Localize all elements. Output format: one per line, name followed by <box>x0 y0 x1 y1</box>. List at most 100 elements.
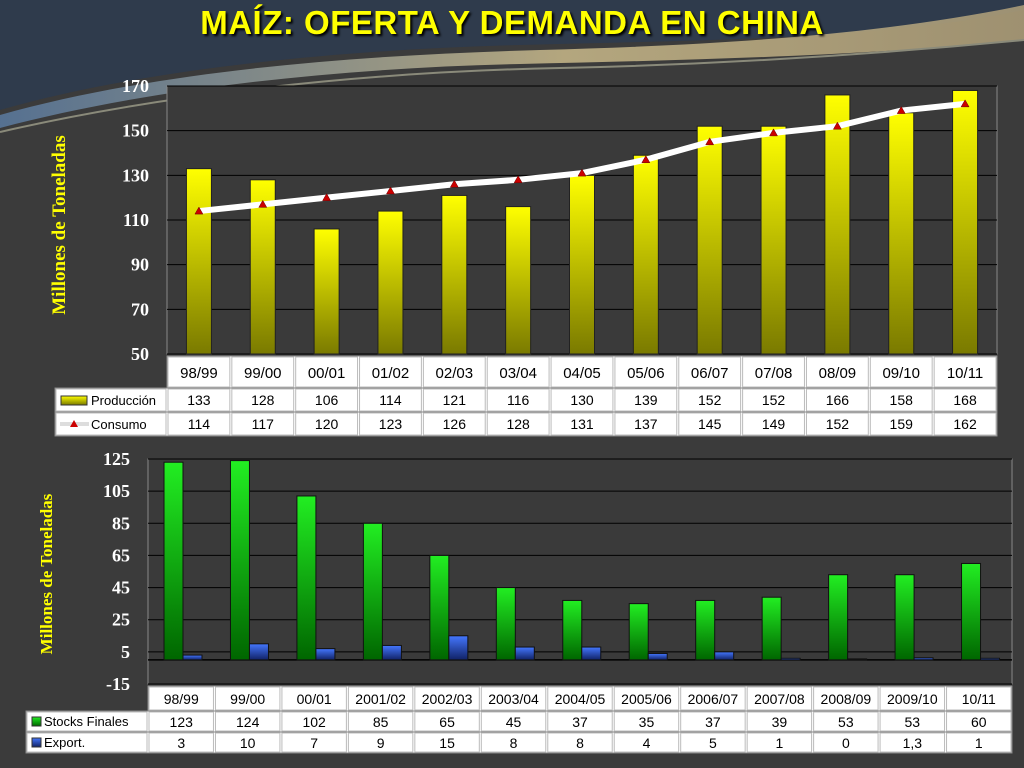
chart2-category-label: 2009/10 <box>887 691 938 707</box>
chart1-table-value: 117 <box>252 416 275 432</box>
chart2-table-header-cell <box>547 686 613 711</box>
chart2-category-label: 2007/08 <box>754 691 805 707</box>
chart2-table-header-cell <box>214 686 281 711</box>
chart2-table-cell <box>347 732 414 753</box>
chart2-table-cell <box>281 732 347 753</box>
stocks-bar <box>828 574 849 661</box>
chart1-y-tick-label: 130 <box>122 165 149 185</box>
chart1-table-cell <box>167 388 231 412</box>
consumption-point <box>513 175 523 184</box>
stocks-legend-swatch <box>31 716 42 727</box>
chart2-y-tick-label: 105 <box>103 481 130 501</box>
chart2-table-cell <box>148 711 214 732</box>
chart2-table-cell <box>547 732 613 753</box>
chart1-table-value: 121 <box>443 392 467 408</box>
stocks-bar <box>628 603 649 661</box>
chart1-category-label: 99/00 <box>244 365 282 382</box>
chart2-table-cell <box>480 711 547 732</box>
chart1-table-cell <box>678 412 742 436</box>
production-bar <box>313 228 340 355</box>
chart2-table-header-cell <box>746 686 813 711</box>
chart1-table-value: 139 <box>634 392 658 408</box>
chart2-table-header-cell <box>879 686 946 711</box>
chart2-table-value: 0 <box>842 735 850 751</box>
chart2-category-label: 10/11 <box>962 691 996 707</box>
chart2-table-cell <box>347 711 414 732</box>
chart2-y-tick-label: 25 <box>112 610 130 630</box>
chart1-table-cell <box>359 412 422 436</box>
chart2-table-cell <box>680 732 746 753</box>
chart1-table-cell <box>422 412 486 436</box>
chart2-category-label: 98/99 <box>164 691 199 707</box>
consumption-point <box>769 128 778 137</box>
stocks-bar <box>229 460 250 661</box>
chart1-category-label: 09/10 <box>882 365 920 382</box>
chart2-table-value: 124 <box>236 714 260 730</box>
page-title: MAÍZ: OFERTA Y DEMANDA EN CHINA <box>200 4 824 41</box>
chart2-table-cell <box>214 732 281 753</box>
chart2-table-header-cell <box>281 686 347 711</box>
chart2-category-label: 2001/02 <box>355 691 406 707</box>
production-bar <box>760 125 787 355</box>
chart1-table-value: 114 <box>188 416 211 432</box>
exports-bar <box>913 657 934 661</box>
chart2-table-value: 1 <box>975 735 983 751</box>
chart2-table-cell <box>480 732 547 753</box>
chart1-table-value: 158 <box>890 392 914 408</box>
production-bar <box>952 89 979 355</box>
chart2-table-value: 53 <box>838 714 854 730</box>
chart2-table-value: 1,3 <box>903 735 923 751</box>
chart2-table-cell <box>813 711 879 732</box>
chart2-table-cell <box>613 732 680 753</box>
chart2-data-table: 98/99 99/00 00/01 2001/02 2002/03 2003/04 2004… <box>25 685 1013 754</box>
chart2-legend-label: Stocks Finales <box>44 714 129 729</box>
chart2-y-tick-label: 45 <box>112 578 130 598</box>
chart2-table-cell <box>879 732 946 753</box>
chart2-table-header-cell <box>680 686 746 711</box>
chart1-table-cell <box>550 388 614 412</box>
chart1-table-cell <box>422 388 486 412</box>
consumption-point <box>194 206 204 215</box>
chart1-table-header-cell <box>231 356 295 388</box>
chart2-table-cell <box>547 711 613 732</box>
chart1-category-label: 02/03 <box>436 365 474 382</box>
chart1-category-label: 98/99 <box>180 365 218 382</box>
chart1-table-cell <box>614 412 678 436</box>
chart1-table-header-cell <box>167 356 231 388</box>
chart2-category-label: 00/01 <box>297 691 332 707</box>
chart1-table-header-cell <box>678 356 742 388</box>
exports-bar <box>315 648 336 661</box>
chart2-table-cell <box>281 711 347 732</box>
production-legend-swatch <box>60 395 88 406</box>
stocks-bar <box>894 574 915 661</box>
chart1-table-value: 128 <box>506 416 530 432</box>
consumption-point <box>896 106 906 114</box>
chart1-table-cell <box>231 388 295 412</box>
consumption-point <box>322 193 332 201</box>
chart1-table-value: 126 <box>443 416 467 432</box>
exports-bar <box>248 643 269 661</box>
chart1-table-cell <box>678 388 742 412</box>
chart1-table-value: 120 <box>315 416 339 432</box>
chart1-data-table: 98/99 99/00 00/01 01/02 02/03 03/04 04/05 05/06… <box>54 355 998 437</box>
consumption-point <box>577 168 587 177</box>
chart1-table-cell <box>295 388 359 412</box>
chart1-category-label: 08/09 <box>819 365 857 382</box>
chart2-table-value: 60 <box>971 714 987 730</box>
consumption-legend-marker <box>70 420 78 427</box>
chart1-table-value: 123 <box>379 416 403 432</box>
chart1-table-value: 116 <box>507 392 530 408</box>
chart1-y-tick-label: 170 <box>122 76 149 96</box>
chart2-table-value: 85 <box>373 714 389 730</box>
chart2-category-label: 2008/09 <box>821 691 872 707</box>
chart2-legend-cell <box>26 711 148 732</box>
consumption-point <box>641 155 651 163</box>
chart2-category-label: 2003/04 <box>488 691 539 707</box>
chart2-table-header-cell <box>946 686 1012 711</box>
chart1-table-value: 152 <box>762 392 786 408</box>
chart2-table-value: 37 <box>705 714 721 730</box>
production-bar <box>249 179 276 355</box>
chart1-table-value: 114 <box>379 392 402 408</box>
chart1-y-tick-label: 70 <box>131 299 149 319</box>
